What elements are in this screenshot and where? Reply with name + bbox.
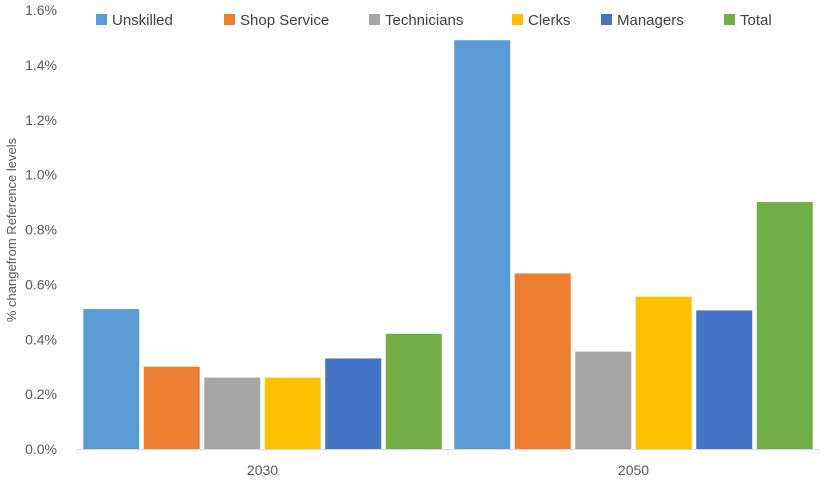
y-tick-label: 1.6%: [25, 2, 57, 18]
bar-total-2030: [385, 333, 442, 449]
legend-swatch-shop-service: [224, 14, 235, 25]
x-category-label: 2050: [618, 462, 649, 478]
y-axis-label: % changefrom Reference levels: [4, 137, 19, 322]
legend-swatch-clerks: [512, 14, 523, 25]
bar-managers-2050: [696, 310, 753, 449]
bar-unskilled-2030: [83, 309, 140, 449]
bar-technicians-2050: [575, 351, 632, 449]
legend-swatch-technicians: [369, 14, 380, 25]
y-tick-label: 0.6%: [25, 276, 57, 292]
legend: Unskilled Shop Service Technicians Clerks Ma…: [96, 12, 772, 29]
bar-shop-service-2030: [143, 366, 200, 449]
bar-technicians-2030: [204, 377, 261, 449]
bar-managers-2030: [325, 358, 382, 449]
legend-swatch-total: [724, 14, 735, 25]
bars: [83, 40, 813, 450]
y-axis: 0.0% 0.2% 0.4% 0.6% 0.8% 1.0% 1.2% 1.4% 1.6%: [25, 2, 57, 457]
bar-clerks-2030: [264, 377, 321, 449]
bar-clerks-2050: [635, 296, 692, 449]
y-tick-label: 1.4%: [25, 57, 57, 73]
bar-total-2050: [756, 202, 813, 449]
legend-label: Clerks: [528, 12, 571, 29]
legend-label: Total: [740, 12, 772, 29]
y-tick-label: 1.2%: [25, 112, 57, 128]
legend-label: Managers: [617, 12, 684, 29]
legend-swatch-managers: [601, 14, 612, 25]
legend-label: Unskilled: [112, 12, 173, 29]
x-category-label: 2030: [247, 462, 278, 478]
y-tick-label: 1.0%: [25, 167, 57, 183]
legend-label: Technicians: [385, 12, 463, 29]
legend-swatch-unskilled: [96, 14, 107, 25]
y-tick-label: 0.2%: [25, 386, 57, 402]
bar-shop-service-2050: [514, 273, 571, 449]
y-tick-label: 0.8%: [25, 222, 57, 238]
y-tick-label: 0.0%: [25, 441, 57, 457]
x-axis: 2030 2050: [76, 449, 820, 478]
bar-unskilled-2050: [454, 40, 511, 450]
legend-label: Shop Service: [240, 12, 329, 29]
y-tick-label: 0.4%: [25, 331, 57, 347]
